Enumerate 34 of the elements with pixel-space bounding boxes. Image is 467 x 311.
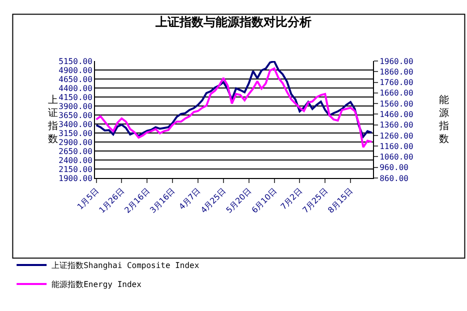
y2-tick-label: 860.00 bbox=[380, 174, 409, 183]
y-axis-title: 上证指数 bbox=[47, 94, 58, 145]
y-tick-label: 5150.00 bbox=[58, 56, 93, 66]
chart-title: 上证指数与能源指数对比分析 bbox=[154, 14, 312, 29]
y-tick-label: 2150.00 bbox=[58, 164, 93, 174]
y2-tick-label: 1660.00 bbox=[380, 88, 414, 98]
y-tick-label: 4400.00 bbox=[58, 84, 93, 93]
y2-tick-label: 1960.00 bbox=[380, 56, 414, 66]
legend-label: 上证指数Shanghai Composite Index bbox=[52, 261, 200, 270]
line-series bbox=[95, 61, 373, 138]
y-tick-label: 2900.00 bbox=[58, 138, 93, 147]
y-tick-label: 4900.00 bbox=[58, 66, 93, 75]
y-tick-label: 4150.00 bbox=[58, 92, 93, 102]
y-tick-label: 2650.00 bbox=[58, 146, 93, 156]
y-tick-label: 3150.00 bbox=[58, 128, 93, 138]
y-tick-label: 3900.00 bbox=[58, 102, 93, 111]
y-tick-label: 1900.00 bbox=[58, 174, 93, 183]
y-tick-label: 2400.00 bbox=[58, 156, 93, 165]
y2-tick-label: 960.00 bbox=[380, 163, 409, 172]
y2-tick-label: 1260.00 bbox=[380, 131, 414, 140]
y2-tick-label: 1360.00 bbox=[380, 120, 414, 130]
y2-tick-label: 1160.00 bbox=[380, 142, 414, 151]
y2-axis-title: 能源指数 bbox=[438, 94, 449, 145]
y-tick-label: 4650.00 bbox=[58, 74, 93, 84]
y2-tick-label: 1860.00 bbox=[380, 67, 414, 76]
y2-tick-label: 1060.00 bbox=[380, 152, 414, 162]
y-tick-label: 3650.00 bbox=[58, 110, 93, 120]
y2-tick-label: 1760.00 bbox=[380, 78, 414, 88]
x-tick-label: 4月7日 bbox=[177, 186, 202, 212]
line-series bbox=[95, 67, 373, 148]
y-tick-label: 3400.00 bbox=[58, 120, 93, 129]
legend-label: 能源指数Energy Index bbox=[52, 280, 142, 290]
y2-tick-label: 1560.00 bbox=[380, 99, 414, 108]
y2-tick-label: 1460.00 bbox=[380, 110, 414, 119]
